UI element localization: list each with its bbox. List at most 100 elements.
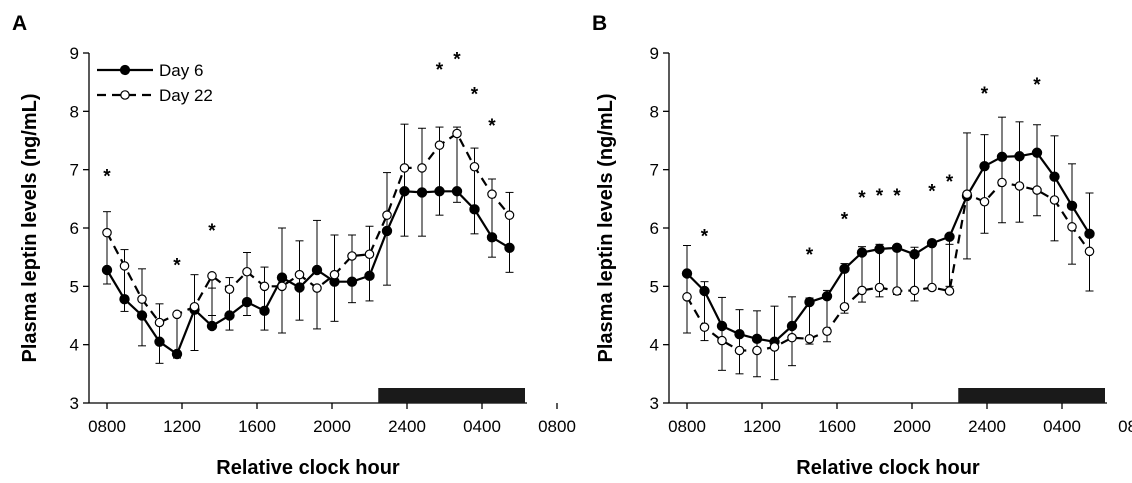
- data-point: [417, 163, 427, 173]
- x-tick-label: 1200: [163, 417, 201, 436]
- dark-period-bar: [378, 388, 525, 403]
- significance-star: *: [701, 226, 709, 247]
- data-point: [189, 301, 200, 312]
- y-tick-label: 8: [650, 102, 659, 121]
- data-point: [276, 272, 288, 283]
- y-tick-label: 6: [650, 219, 659, 238]
- y-axis-title: Plasma leptin levels (ng/mL): [19, 94, 41, 363]
- series-day6: [681, 147, 1095, 381]
- data-point: [311, 264, 323, 276]
- data-point: [944, 286, 955, 296]
- data-point: [927, 282, 937, 293]
- significance-star: *: [928, 182, 936, 203]
- data-point: [312, 283, 322, 293]
- x-tick-label: 2400: [968, 417, 1006, 436]
- y-tick-label: 6: [70, 219, 79, 238]
- panel-letter: B: [592, 12, 607, 35]
- data-point: [207, 271, 217, 281]
- x-tick-label: 0800: [88, 417, 126, 436]
- dark-period-bar: [958, 388, 1105, 403]
- data-point: [364, 249, 375, 260]
- data-point: [347, 251, 357, 261]
- legend-marker: [119, 64, 131, 76]
- x-tick-label: 0800: [668, 417, 706, 436]
- data-point: [172, 309, 182, 320]
- data-point: [434, 140, 445, 150]
- legend: Day 6 Day 22: [97, 61, 213, 105]
- data-point: [452, 128, 462, 139]
- y-tick-label: 7: [70, 161, 79, 180]
- panel-letter: A: [12, 12, 27, 35]
- data-point: [699, 322, 710, 332]
- significance-star: *: [173, 256, 181, 277]
- data-point: [839, 301, 850, 312]
- x-tick-label: 2000: [313, 417, 351, 436]
- data-point: [997, 177, 1007, 188]
- data-point: [944, 231, 955, 242]
- data-point: [277, 281, 287, 292]
- x-tick-label: 1600: [238, 417, 276, 436]
- data-point: [102, 227, 112, 238]
- significance-star: *: [946, 172, 954, 193]
- x-tick-label: 0400: [463, 417, 501, 436]
- data-point: [399, 163, 410, 173]
- data-point: [734, 345, 745, 356]
- y-tick-label: 3: [70, 394, 79, 413]
- panel-b: B 3 4 5 6 7 8 9 0800 1200 1600 2000 2400 0400 0800 Rela…: [592, 12, 1132, 479]
- data-point: [857, 285, 867, 296]
- significance-star: *: [858, 188, 866, 209]
- data-point: [487, 189, 497, 199]
- data-point: [892, 286, 902, 296]
- y-tick-label: 9: [650, 44, 659, 63]
- series-day22: [102, 128, 515, 364]
- data-point: [206, 320, 218, 332]
- y-axis-title: Plasma leptin levels (ng/mL): [595, 94, 617, 363]
- data-point: [909, 285, 920, 296]
- x-tick-label: 0400: [1043, 417, 1081, 436]
- legend-label: Day 6: [159, 61, 203, 80]
- significance-star: *: [103, 166, 111, 187]
- data-point: [469, 161, 480, 172]
- significance-star: *: [488, 116, 496, 137]
- significance-star: *: [841, 210, 849, 231]
- data-point: [1049, 195, 1060, 205]
- legend-label: Day 22: [159, 86, 213, 105]
- significance-star: *: [981, 84, 989, 105]
- series-line: [106, 190, 511, 356]
- significance-star: *: [893, 186, 901, 207]
- significance-star: *: [453, 50, 461, 71]
- series-line: [686, 181, 1091, 352]
- data-point: [962, 189, 972, 199]
- data-point: [382, 210, 392, 220]
- data-point: [717, 335, 727, 346]
- significance-star: *: [806, 245, 814, 266]
- data-point: [1014, 181, 1025, 191]
- y-tick-label: 3: [650, 394, 659, 413]
- data-point: [329, 269, 340, 280]
- x-tick-label: 1600: [818, 417, 856, 436]
- x-tick-label: 1200: [743, 417, 781, 436]
- data-point: [769, 342, 780, 352]
- data-point: [154, 317, 165, 328]
- significance-star: *: [1033, 75, 1041, 96]
- data-point: [822, 326, 832, 337]
- data-point: [119, 261, 130, 271]
- x-tick-label: 2400: [388, 417, 426, 436]
- significance-star: *: [436, 60, 444, 81]
- data-point: [804, 334, 815, 344]
- data-point: [1067, 222, 1077, 232]
- y-tick-label: 4: [70, 336, 79, 355]
- x-tick-label: 0800: [1118, 417, 1132, 436]
- panel-a: A 3 4 5 6 7 8 9 0800 1200 1600 2000 2400 0400 0800 Rela…: [12, 12, 576, 479]
- x-tick-label: 2000: [893, 417, 931, 436]
- data-point: [242, 266, 252, 277]
- data-point: [1032, 185, 1042, 195]
- data-point: [224, 284, 235, 295]
- x-tick-label: 0800: [538, 417, 576, 436]
- y-tick-label: 5: [650, 277, 659, 296]
- data-point: [874, 282, 885, 293]
- data-point: [682, 292, 692, 302]
- x-axis-title: Relative clock hour: [216, 457, 400, 479]
- y-tick-label: 9: [70, 44, 79, 63]
